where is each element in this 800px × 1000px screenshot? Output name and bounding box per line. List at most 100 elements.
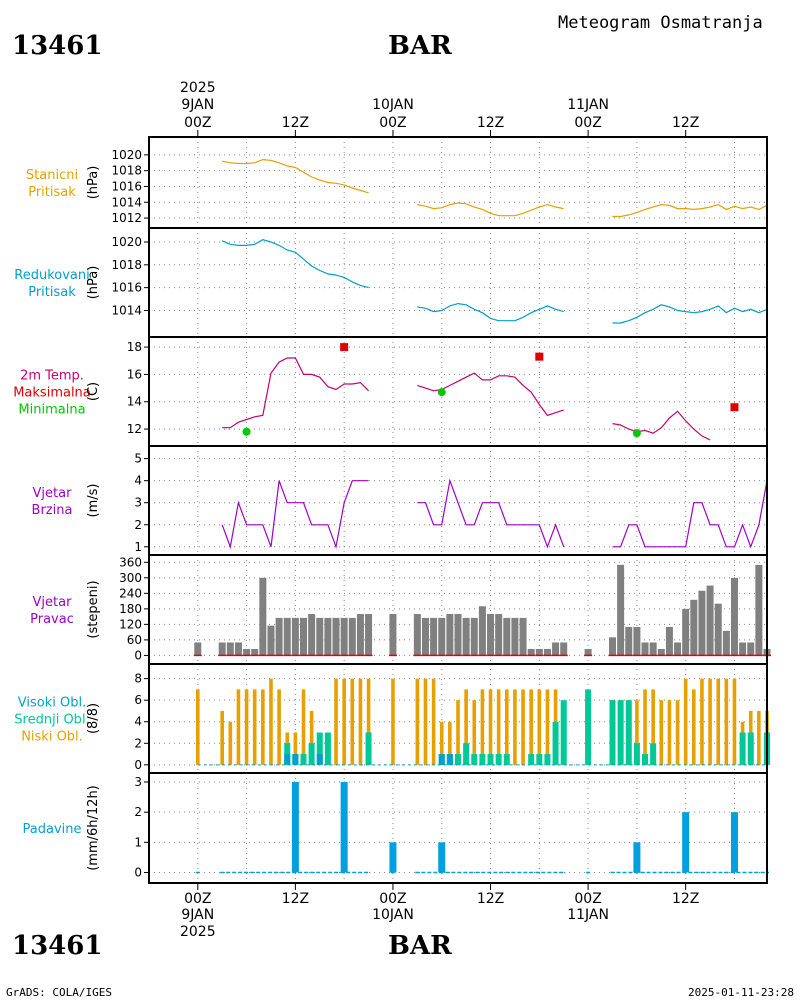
time-tick-label-top: 12Z [477, 115, 504, 131]
y-axis-label: (mm/6h/12h) [86, 785, 101, 871]
y-tick-label: 4 [134, 715, 142, 729]
chart-title: Meteogram Osmatranja [558, 13, 763, 33]
y-tick-label: 1014 [111, 303, 142, 317]
y-tick-label: 120 [119, 617, 142, 631]
direction-bar [308, 614, 316, 656]
direction-bar [617, 564, 625, 656]
y-tick-label: 1018 [111, 164, 142, 178]
time-tick-label-top: 00Z [574, 115, 601, 131]
low-cloud-bar [269, 678, 273, 765]
precip-bar [730, 812, 738, 873]
y-axis-label: (C) [86, 382, 101, 401]
y-tick-label: 360 [119, 555, 142, 569]
y-tick-label: 14 [127, 395, 142, 409]
date-label-bottom: 9JAN [181, 907, 214, 923]
y-tick-label: 300 [119, 571, 142, 585]
direction-bar [430, 617, 438, 656]
direction-bar [641, 642, 649, 656]
y-tick-label: 1014 [111, 195, 142, 209]
direction-bar [234, 642, 242, 656]
direction-bar [332, 617, 340, 656]
tmax-marker [340, 343, 349, 352]
time-tick-label-bottom: 12Z [477, 891, 504, 907]
low-cloud-bar [439, 721, 444, 765]
panel-label: Pritisak [28, 185, 76, 200]
date-label-bottom: 11JAN [567, 907, 609, 923]
panel-frame [148, 136, 768, 229]
mid-cloud-bar [642, 754, 649, 765]
direction-bar [275, 617, 283, 656]
high-cloud-bar [438, 754, 445, 765]
low-cloud-bar [456, 700, 460, 765]
direction-bar [365, 614, 373, 656]
y-tick-label: 60 [127, 633, 142, 647]
low-cloud-bar [708, 678, 712, 765]
time-tick-label-bottom: 00Z [184, 891, 211, 907]
low-cloud-bar [277, 689, 281, 765]
direction-bar [446, 614, 454, 656]
y-tick-label: 1 [134, 540, 142, 554]
direction-bar [665, 626, 673, 656]
precip-bar [633, 842, 641, 873]
direction-bar [649, 642, 657, 656]
direction-bar [218, 642, 226, 656]
mid-cloud-bar [585, 689, 592, 765]
low-cloud-bar [480, 689, 485, 765]
precip-bar [291, 782, 299, 873]
direction-bar [682, 608, 690, 656]
y-tick-label: 6 [134, 693, 142, 707]
low-cloud-bar [643, 689, 647, 765]
mid-cloud-bar [479, 754, 486, 765]
direction-bar [552, 642, 560, 656]
direction-bar [657, 648, 665, 656]
y-tick-label: 3 [134, 775, 142, 789]
low-cloud-bar [529, 689, 533, 765]
low-cloud-bar [464, 689, 468, 765]
direction-bar [722, 630, 730, 656]
y-tick-label: 2 [134, 518, 142, 532]
precip-bar [389, 842, 397, 873]
direction-bar [560, 642, 568, 656]
y-axis-label: (m/s) [86, 484, 101, 518]
low-cloud-bar [195, 689, 200, 765]
low-cloud-bar [488, 689, 493, 765]
date-label-top: 10JAN [372, 97, 414, 113]
reduced_pressure-series-line [612, 304, 768, 324]
low-cloud-bar [423, 678, 428, 765]
tmin-marker [632, 429, 641, 438]
low-cloud-bar [659, 700, 664, 765]
low-cloud-bar [521, 689, 525, 765]
low-cloud-bar [252, 689, 257, 765]
mid-cloud-bar [503, 754, 510, 765]
mid-cloud-bar [536, 754, 543, 765]
direction-bar [340, 617, 348, 656]
precip-bar [438, 842, 446, 873]
direction-bar [739, 642, 747, 656]
wind_speed-series-line [612, 480, 768, 549]
time-tick-label-top: 00Z [379, 115, 406, 131]
mid-cloud-bar [528, 754, 535, 765]
y-tick-label: 0 [134, 758, 142, 772]
mid-cloud-bar [308, 743, 315, 765]
time-tick-label-top: 00Z [184, 115, 211, 131]
mid-cloud-bar [324, 732, 331, 765]
low-cloud-bar [431, 678, 436, 765]
direction-bar [698, 590, 706, 656]
time-tick-label-bottom: 00Z [574, 891, 601, 907]
station-id-bottom: 13461 [12, 931, 103, 961]
time-tick-label-top: 12Z [282, 115, 309, 131]
direction-bar [243, 648, 251, 656]
direction-bar [511, 617, 519, 656]
high-cloud-bar [284, 754, 291, 765]
y-tick-label: 4 [134, 474, 142, 488]
direction-bar [283, 617, 291, 656]
low-cloud-bar [350, 678, 355, 765]
y-tick-label: 240 [119, 586, 142, 600]
low-cloud-bar [448, 721, 452, 765]
city-name-top: BAR [388, 31, 452, 61]
low-cloud-bar [635, 700, 639, 765]
panel-frame [148, 227, 768, 338]
y-tick-label: 1 [134, 835, 142, 849]
panel-label: Redukovani [14, 268, 89, 283]
